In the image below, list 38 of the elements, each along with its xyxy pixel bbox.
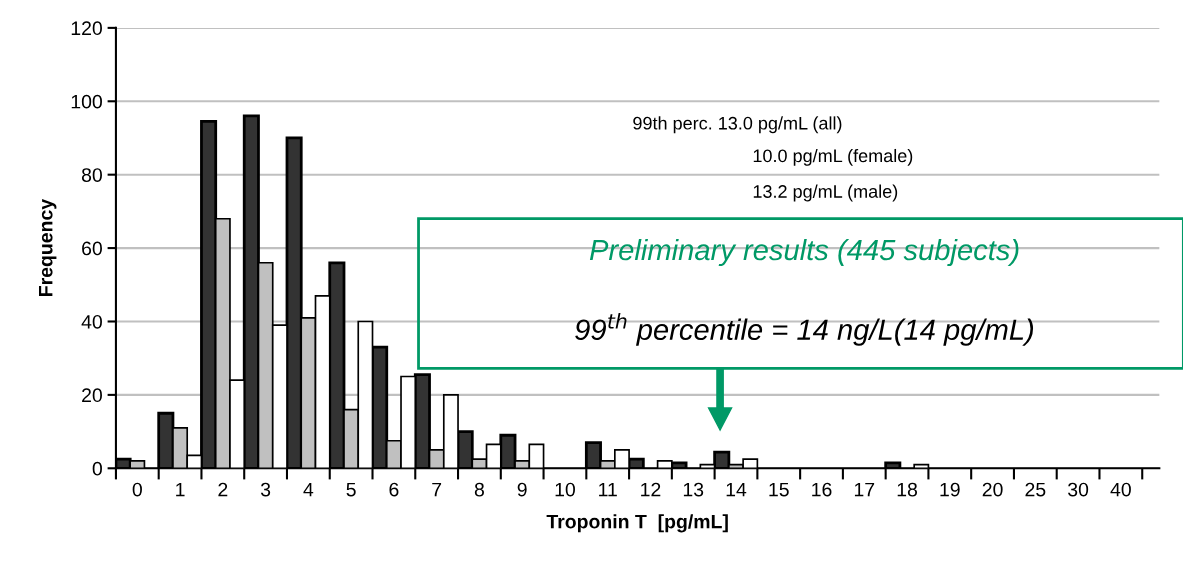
x-tick-label: 25: [1025, 482, 1046, 497]
x-tick-label: 9: [517, 482, 527, 497]
x-tick-label: 40: [1110, 482, 1131, 497]
x-tick-label: 17: [854, 482, 875, 497]
y-tick-label: 60: [82, 241, 102, 256]
y-tick-label: 80: [81, 168, 102, 182]
x-tick-label: 11: [599, 482, 617, 497]
x-tick-label: 16: [812, 482, 832, 497]
annotation: 10.0 pg/mL (female): [753, 148, 913, 166]
y-axis-title: Frequency: [39, 199, 57, 296]
x-tick-label: 3: [260, 482, 271, 497]
x-tick-label: 15: [769, 482, 789, 497]
x-tick-label: 10: [555, 482, 575, 497]
x-tick-label: 13: [683, 482, 704, 497]
x-tick-label: 0: [132, 482, 142, 497]
x-tick-label: 2: [218, 482, 228, 497]
y-tick-label: 100: [71, 94, 102, 109]
annotation: 99th perc. 13.0 pg/mL (all): [633, 116, 842, 134]
y-tick-label: 40: [81, 314, 102, 329]
x-tick-label: 8: [474, 482, 484, 497]
x-tick-label: 14: [726, 482, 747, 497]
x-tick-label: 18: [897, 482, 918, 497]
annotation: Preliminary results (445 subjects): [589, 238, 1019, 267]
x-tick-label: 6: [389, 482, 399, 497]
y-tick-label: 120: [71, 21, 102, 36]
x-axis-title: Troponin T [pg/mL]: [546, 514, 728, 533]
annotation: 13.2 pg/mL (male): [753, 184, 898, 202]
x-tick-label: 19: [940, 482, 960, 497]
x-tick-label: 30: [1068, 482, 1089, 497]
y-tick-label: 20: [82, 388, 102, 403]
x-tick-label: 1: [176, 482, 185, 497]
x-tick-label: 7: [432, 482, 442, 497]
annotation: 99$^{th}$ percentile = 14 ng/L(14 pg/mL): [575, 313, 1034, 346]
x-tick-label: 4: [303, 482, 314, 497]
x-tick-label: 5: [346, 482, 356, 497]
x-tick-label: 20: [982, 482, 1003, 497]
x-tick-label: 12: [641, 482, 661, 497]
y-tick-label: 0: [92, 461, 102, 476]
